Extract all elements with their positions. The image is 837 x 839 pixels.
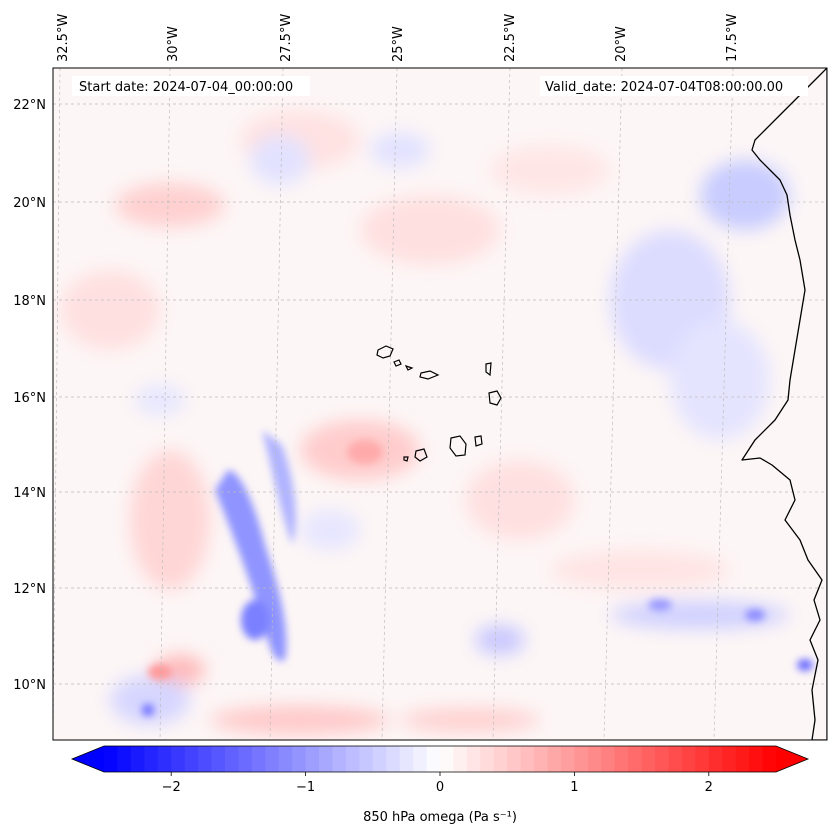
colorbar-swatch [292, 746, 307, 772]
colorbar-swatch [130, 746, 145, 772]
colorbar-swatch [668, 746, 683, 772]
colorbar-swatch [238, 746, 253, 772]
colorbar-swatch [681, 746, 696, 772]
colorbar-swatch [359, 746, 374, 772]
lon-label: 20°W [614, 26, 629, 62]
colorbar-swatch [440, 746, 454, 772]
colorbar-swatch [655, 746, 669, 772]
colorbar-swatch [386, 746, 401, 772]
lat-label: 22°N [13, 98, 46, 113]
colorbar-swatch [628, 746, 643, 772]
lat-label: 20°N [13, 196, 46, 211]
colorbar-swatch [466, 746, 481, 772]
colorbar-swatch [399, 746, 414, 772]
lon-label: 30°W [166, 26, 181, 62]
colorbar-swatch [278, 746, 293, 772]
africa-coastline [741, 68, 827, 740]
omega-field [53, 68, 827, 740]
colorbar-swatch [453, 746, 468, 772]
colorbar-extend-low [72, 746, 104, 772]
cape-verde-islands [376, 345, 502, 462]
colorbar-swatch [735, 746, 750, 772]
colorbar-tick-label: 2 [705, 780, 713, 795]
colorbar-swatch [345, 746, 360, 772]
lat-label: 18°N [13, 294, 46, 309]
colorbar-swatch [319, 746, 333, 772]
colorbar-swatch [547, 746, 562, 772]
colorbar-label: 850 hPa omega (Pa s⁻¹) [363, 810, 517, 825]
colorbar-swatch [372, 746, 387, 772]
lat-label: 10°N [13, 678, 46, 693]
colorbar-swatch [749, 746, 764, 772]
lon-label: 32.5°W [56, 14, 71, 62]
colorbar-outline [70, 745, 810, 773]
lat-label: 16°N [13, 391, 46, 406]
map-frame [52, 67, 828, 741]
lon-label: 27.5°W [279, 14, 294, 62]
colorbar-swatch [184, 746, 199, 772]
colorbar-tick-label: 0 [436, 780, 444, 795]
latitude-labels: 22°N 20°N 18°N 16°N 14°N 12°N 10°N [13, 98, 46, 693]
colorbar-swatch [574, 746, 589, 772]
colorbar-swatch [614, 746, 629, 772]
colorbar-tick-label: −2 [162, 780, 181, 795]
colorbar-swatch [695, 746, 710, 772]
start-date-label: Start date: 2024-07-04_00:00:00 [79, 80, 293, 95]
colorbar-swatch [480, 746, 495, 772]
colorbar-swatch [426, 746, 441, 772]
colorbar-swatch [587, 746, 602, 772]
lat-label: 14°N [13, 486, 46, 501]
lon-label: 17.5°W [725, 14, 740, 62]
colorbar-swatch [251, 746, 266, 772]
colorbar-swatch [117, 746, 132, 772]
colorbar-swatch [641, 746, 656, 772]
longitude-labels: 32.5°W 30°W 27.5°W 25°W 22.5°W 20°W 17.5… [56, 14, 740, 62]
colorbar-swatch [144, 746, 159, 772]
lon-label: 22.5°W [503, 14, 518, 62]
colorbar-swatch [171, 746, 186, 772]
colorbar-swatch [413, 746, 428, 772]
colorbar-swatch [507, 746, 522, 772]
colorbar-swatch [198, 746, 213, 772]
graticule [53, 68, 827, 740]
colorbar-swatch [211, 746, 226, 772]
colorbar-swatch [708, 746, 723, 772]
lon-label: 25°W [391, 26, 406, 62]
colorbar-swatch [157, 746, 172, 772]
colorbar-swatch [493, 746, 508, 772]
colorbar-ticks: −2 −1 0 1 2 [162, 772, 713, 795]
colorbar-swatch [520, 746, 535, 772]
colorbar-swatch [104, 746, 118, 772]
colorbar-swatch [305, 746, 320, 772]
colorbar-swatch [762, 746, 777, 772]
colorbar-swatch [265, 746, 280, 772]
colorbar-tick-label: 1 [570, 780, 578, 795]
colorbar-swatch [332, 746, 347, 772]
valid-date-label: Valid_date: 2024-07-04T08:00:00.00 [545, 80, 783, 95]
colorbar-swatch [560, 746, 575, 772]
colorbar-swatch [722, 746, 737, 772]
colorbar-swatch [224, 746, 239, 772]
colorbar: −2 −1 0 1 2 850 hPa omega (Pa s⁻¹) [70, 745, 810, 825]
colorbar-swatch [601, 746, 616, 772]
lat-label: 12°N [13, 582, 46, 597]
colorbar-extend-high [776, 746, 808, 772]
colorbar-tick-label: −1 [296, 780, 315, 795]
colorbar-swatches [104, 746, 777, 772]
colorbar-swatch [534, 746, 549, 772]
